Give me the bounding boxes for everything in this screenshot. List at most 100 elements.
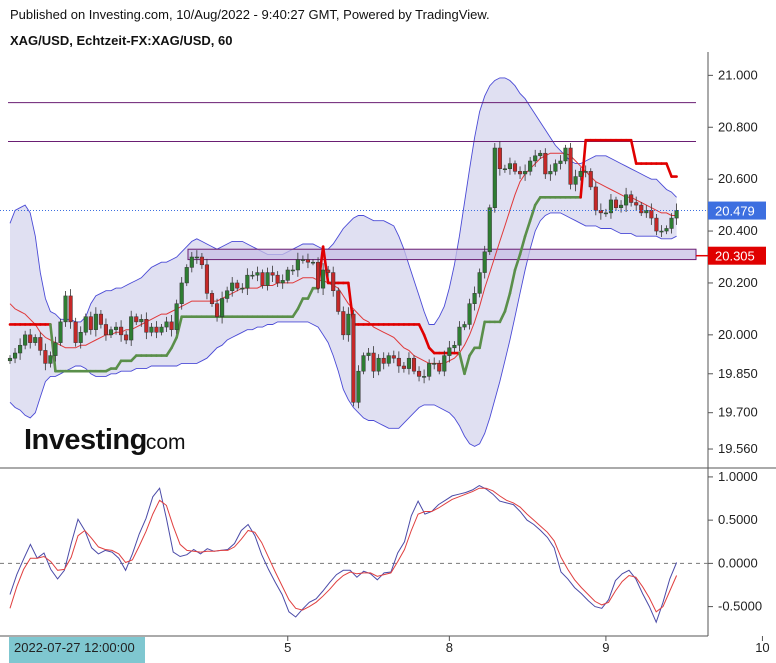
candle[interactable]: [573, 169, 578, 192]
candle[interactable]: [265, 267, 270, 291]
candle[interactable]: [184, 264, 189, 287]
candle[interactable]: [502, 164, 507, 173]
candle[interactable]: [467, 298, 472, 330]
candle[interactable]: [356, 365, 361, 409]
candle[interactable]: [472, 286, 477, 311]
candle[interactable]: [194, 250, 199, 264]
candle[interactable]: [199, 252, 204, 269]
candle[interactable]: [159, 323, 164, 336]
candle[interactable]: [396, 351, 401, 373]
candle[interactable]: [58, 318, 63, 346]
candle[interactable]: [659, 225, 664, 237]
candle[interactable]: [538, 150, 543, 159]
candle[interactable]: [285, 266, 290, 284]
candle[interactable]: [553, 159, 558, 176]
candle[interactable]: [361, 352, 366, 375]
candle[interactable]: [260, 269, 265, 289]
candle[interactable]: [341, 306, 346, 340]
candle[interactable]: [381, 352, 386, 370]
candle[interactable]: [164, 316, 169, 333]
candle[interactable]: [351, 310, 356, 407]
candle[interactable]: [533, 149, 538, 167]
candle[interactable]: [245, 268, 250, 295]
candle[interactable]: [588, 168, 593, 191]
candle[interactable]: [624, 187, 629, 212]
candle[interactable]: [406, 352, 411, 375]
candle[interactable]: [326, 265, 331, 277]
candle[interactable]: [154, 321, 159, 339]
candle[interactable]: [275, 271, 280, 287]
candle[interactable]: [114, 322, 119, 335]
candle[interactable]: [53, 336, 58, 362]
candle[interactable]: [391, 350, 396, 364]
candle[interactable]: [462, 321, 467, 331]
candle[interactable]: [336, 287, 341, 315]
candle[interactable]: [290, 264, 295, 275]
candle[interactable]: [139, 314, 144, 327]
candle[interactable]: [63, 290, 68, 327]
candle[interactable]: [215, 298, 220, 322]
candle[interactable]: [507, 157, 512, 175]
candle[interactable]: [149, 323, 154, 337]
candle[interactable]: [603, 208, 608, 217]
candle[interactable]: [512, 160, 518, 175]
candle[interactable]: [13, 348, 18, 364]
candle[interactable]: [209, 290, 215, 307]
candle[interactable]: [477, 268, 482, 298]
candle[interactable]: [346, 307, 351, 342]
candle[interactable]: [634, 196, 639, 212]
candle[interactable]: [427, 359, 432, 381]
candle[interactable]: [305, 253, 310, 269]
candle[interactable]: [376, 354, 381, 376]
candle[interactable]: [366, 348, 371, 361]
candle[interactable]: [492, 143, 497, 213]
candle[interactable]: [28, 328, 33, 349]
candle[interactable]: [411, 355, 417, 375]
candle[interactable]: [568, 143, 573, 190]
candle[interactable]: [68, 289, 73, 329]
candle[interactable]: [608, 193, 614, 219]
candle[interactable]: [452, 341, 457, 352]
candle[interactable]: [417, 366, 422, 382]
candle[interactable]: [43, 343, 48, 371]
candle[interactable]: [255, 266, 260, 282]
candle[interactable]: [93, 307, 98, 337]
candle[interactable]: [240, 283, 245, 294]
candle[interactable]: [33, 334, 38, 346]
candle[interactable]: [654, 214, 659, 236]
candle[interactable]: [225, 286, 230, 303]
candle[interactable]: [189, 252, 194, 273]
candle[interactable]: [497, 141, 502, 176]
candle[interactable]: [593, 181, 598, 216]
candle[interactable]: [422, 369, 427, 384]
candle[interactable]: [300, 255, 305, 264]
candle[interactable]: [321, 263, 326, 295]
candle[interactable]: [401, 361, 406, 373]
candle[interactable]: [108, 326, 114, 338]
candle[interactable]: [548, 164, 553, 181]
candle[interactable]: [629, 190, 634, 207]
candle[interactable]: [674, 203, 679, 225]
candle[interactable]: [83, 313, 88, 336]
candle[interactable]: [270, 265, 275, 283]
candle[interactable]: [583, 165, 588, 178]
candle[interactable]: [558, 155, 563, 170]
candle[interactable]: [310, 259, 316, 266]
candle[interactable]: [442, 350, 447, 377]
candle[interactable]: [482, 245, 487, 279]
candle[interactable]: [316, 257, 321, 294]
candle[interactable]: [179, 277, 184, 310]
candle[interactable]: [18, 338, 23, 360]
candle[interactable]: [235, 279, 240, 292]
candle[interactable]: [528, 156, 533, 176]
candle[interactable]: [204, 258, 209, 300]
candle[interactable]: [230, 277, 235, 297]
candle[interactable]: [371, 346, 376, 379]
candle[interactable]: [518, 166, 523, 179]
candle[interactable]: [331, 266, 336, 297]
candle[interactable]: [23, 330, 28, 350]
candle[interactable]: [543, 148, 548, 179]
candle[interactable]: [48, 351, 53, 368]
candle[interactable]: [386, 352, 391, 367]
candle[interactable]: [220, 291, 225, 324]
